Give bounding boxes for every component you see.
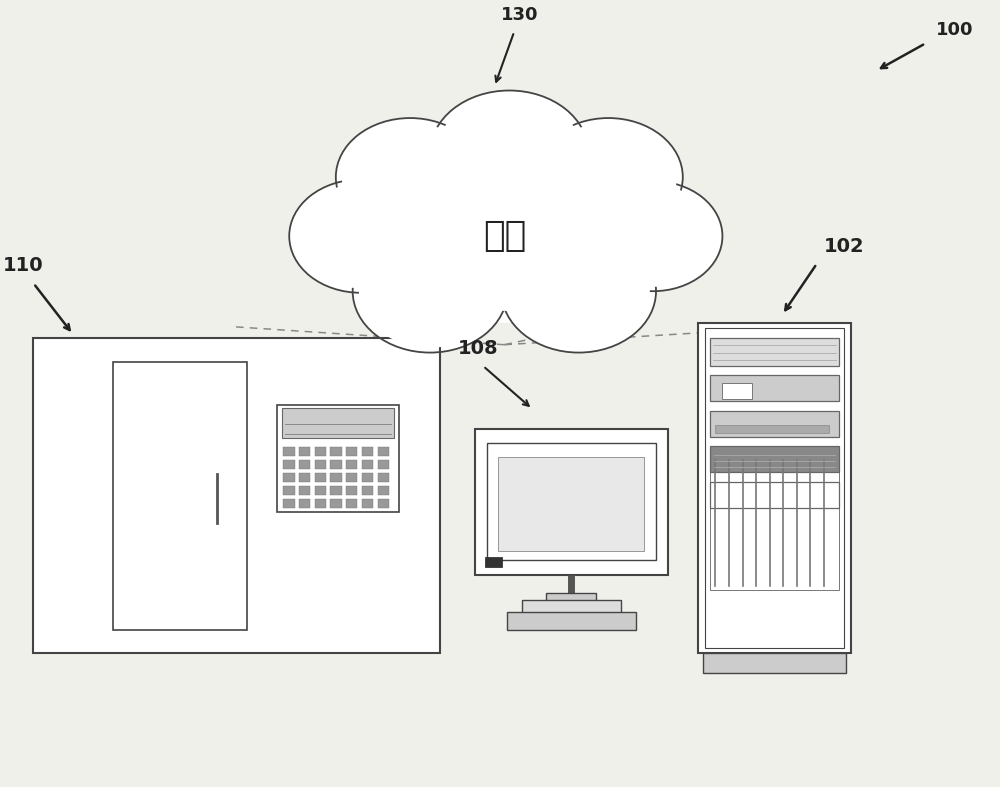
Text: 108: 108	[458, 339, 498, 358]
Bar	[330, 486, 342, 495]
Bar	[330, 473, 342, 482]
Circle shape	[501, 230, 656, 353]
Bar	[710, 482, 839, 508]
Bar	[546, 593, 596, 602]
Bar	[283, 447, 295, 456]
Bar	[710, 375, 839, 401]
Bar	[299, 499, 310, 508]
Bar	[715, 425, 829, 433]
Bar	[299, 486, 310, 495]
Circle shape	[336, 118, 485, 236]
Bar	[362, 486, 373, 495]
Bar	[346, 447, 357, 456]
Bar	[703, 653, 846, 673]
Bar	[346, 473, 357, 482]
Bar	[277, 405, 399, 512]
Bar	[362, 499, 373, 508]
Bar	[330, 460, 342, 469]
Circle shape	[436, 95, 582, 212]
Circle shape	[430, 91, 589, 216]
Circle shape	[295, 184, 426, 288]
Bar	[722, 383, 752, 399]
Bar	[507, 612, 636, 630]
Bar	[710, 338, 839, 366]
Bar	[710, 411, 839, 437]
Bar	[315, 473, 326, 482]
Bar	[315, 499, 326, 508]
Circle shape	[353, 230, 507, 353]
Circle shape	[508, 235, 650, 348]
Circle shape	[540, 123, 677, 231]
Circle shape	[359, 235, 501, 348]
Text: 130: 130	[500, 6, 538, 24]
Bar	[698, 323, 851, 653]
Bar	[315, 447, 326, 456]
Circle shape	[534, 118, 683, 236]
Bar	[362, 460, 373, 469]
Text: 100: 100	[936, 21, 973, 39]
Bar	[283, 499, 295, 508]
Bar	[378, 473, 389, 482]
Bar	[330, 447, 342, 456]
Circle shape	[584, 181, 722, 291]
Ellipse shape	[346, 161, 663, 311]
Circle shape	[342, 123, 479, 231]
Bar	[299, 447, 310, 456]
Bar	[315, 486, 326, 495]
Bar	[362, 447, 373, 456]
Bar	[498, 457, 644, 551]
Bar	[283, 486, 295, 495]
Bar	[378, 447, 389, 456]
Circle shape	[589, 186, 717, 286]
Bar	[362, 473, 373, 482]
Bar	[282, 408, 394, 438]
Bar	[522, 600, 621, 614]
Bar	[378, 486, 389, 495]
Bar	[299, 473, 310, 482]
Bar	[710, 456, 839, 590]
Bar	[346, 486, 357, 495]
Circle shape	[289, 179, 432, 293]
Text: 110: 110	[3, 257, 44, 275]
Bar	[475, 429, 668, 575]
Bar	[346, 499, 357, 508]
Bar	[283, 473, 295, 482]
Bar	[710, 446, 839, 472]
Ellipse shape	[331, 150, 678, 323]
Bar	[299, 460, 310, 469]
Bar	[33, 338, 440, 653]
Bar	[705, 328, 844, 648]
Bar	[330, 499, 342, 508]
Text: 网络: 网络	[483, 219, 526, 253]
Bar	[346, 460, 357, 469]
Bar	[113, 362, 247, 630]
Bar	[378, 499, 389, 508]
Bar	[315, 460, 326, 469]
Bar	[378, 460, 389, 469]
Text: 102: 102	[824, 237, 864, 256]
Bar	[283, 460, 295, 469]
Bar	[487, 443, 656, 560]
Bar	[485, 557, 502, 567]
